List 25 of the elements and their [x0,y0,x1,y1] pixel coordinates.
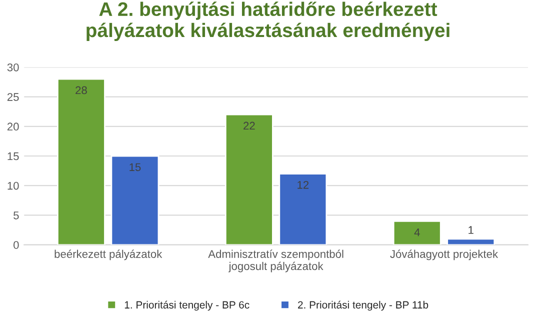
chart-title: A 2. benyújtási határidőre beérkezett pályázatok kiválasztásának eredményei [86,2,450,42]
y-tick-label: 30 [7,63,19,72]
x-tick-label: Adminisztratív szempontból jogosult pályázatok [208,250,344,272]
bar [224,114,274,245]
data-label: 4 [414,228,420,236]
legend-label: 2. Prioritási tengely - BP 11b [298,300,428,311]
y-tick-label: 25 [7,93,19,101]
data-label: 15 [130,163,141,172]
x-tick-label: beérkezett pályázatok [54,250,162,260]
bar [110,155,160,245]
x-tick-label: Jóváhagyott projektek [390,250,498,260]
data-label: 28 [76,86,87,94]
bar [446,238,496,245]
y-tick-label: 20 [7,122,19,131]
y-tick-label: 0 [14,241,19,249]
bar [278,173,328,245]
y-tick-label: 10 [8,182,19,190]
data-label: 22 [244,122,255,130]
data-label: 1 [468,226,474,234]
legend-label: 1. Prioritási tengely - BP 6c [124,300,250,311]
y-tick-label: 15 [8,152,19,160]
bar [57,78,106,245]
bar [392,220,442,245]
y-tick-label: 5 [14,212,19,220]
data-label: 12 [298,181,309,189]
